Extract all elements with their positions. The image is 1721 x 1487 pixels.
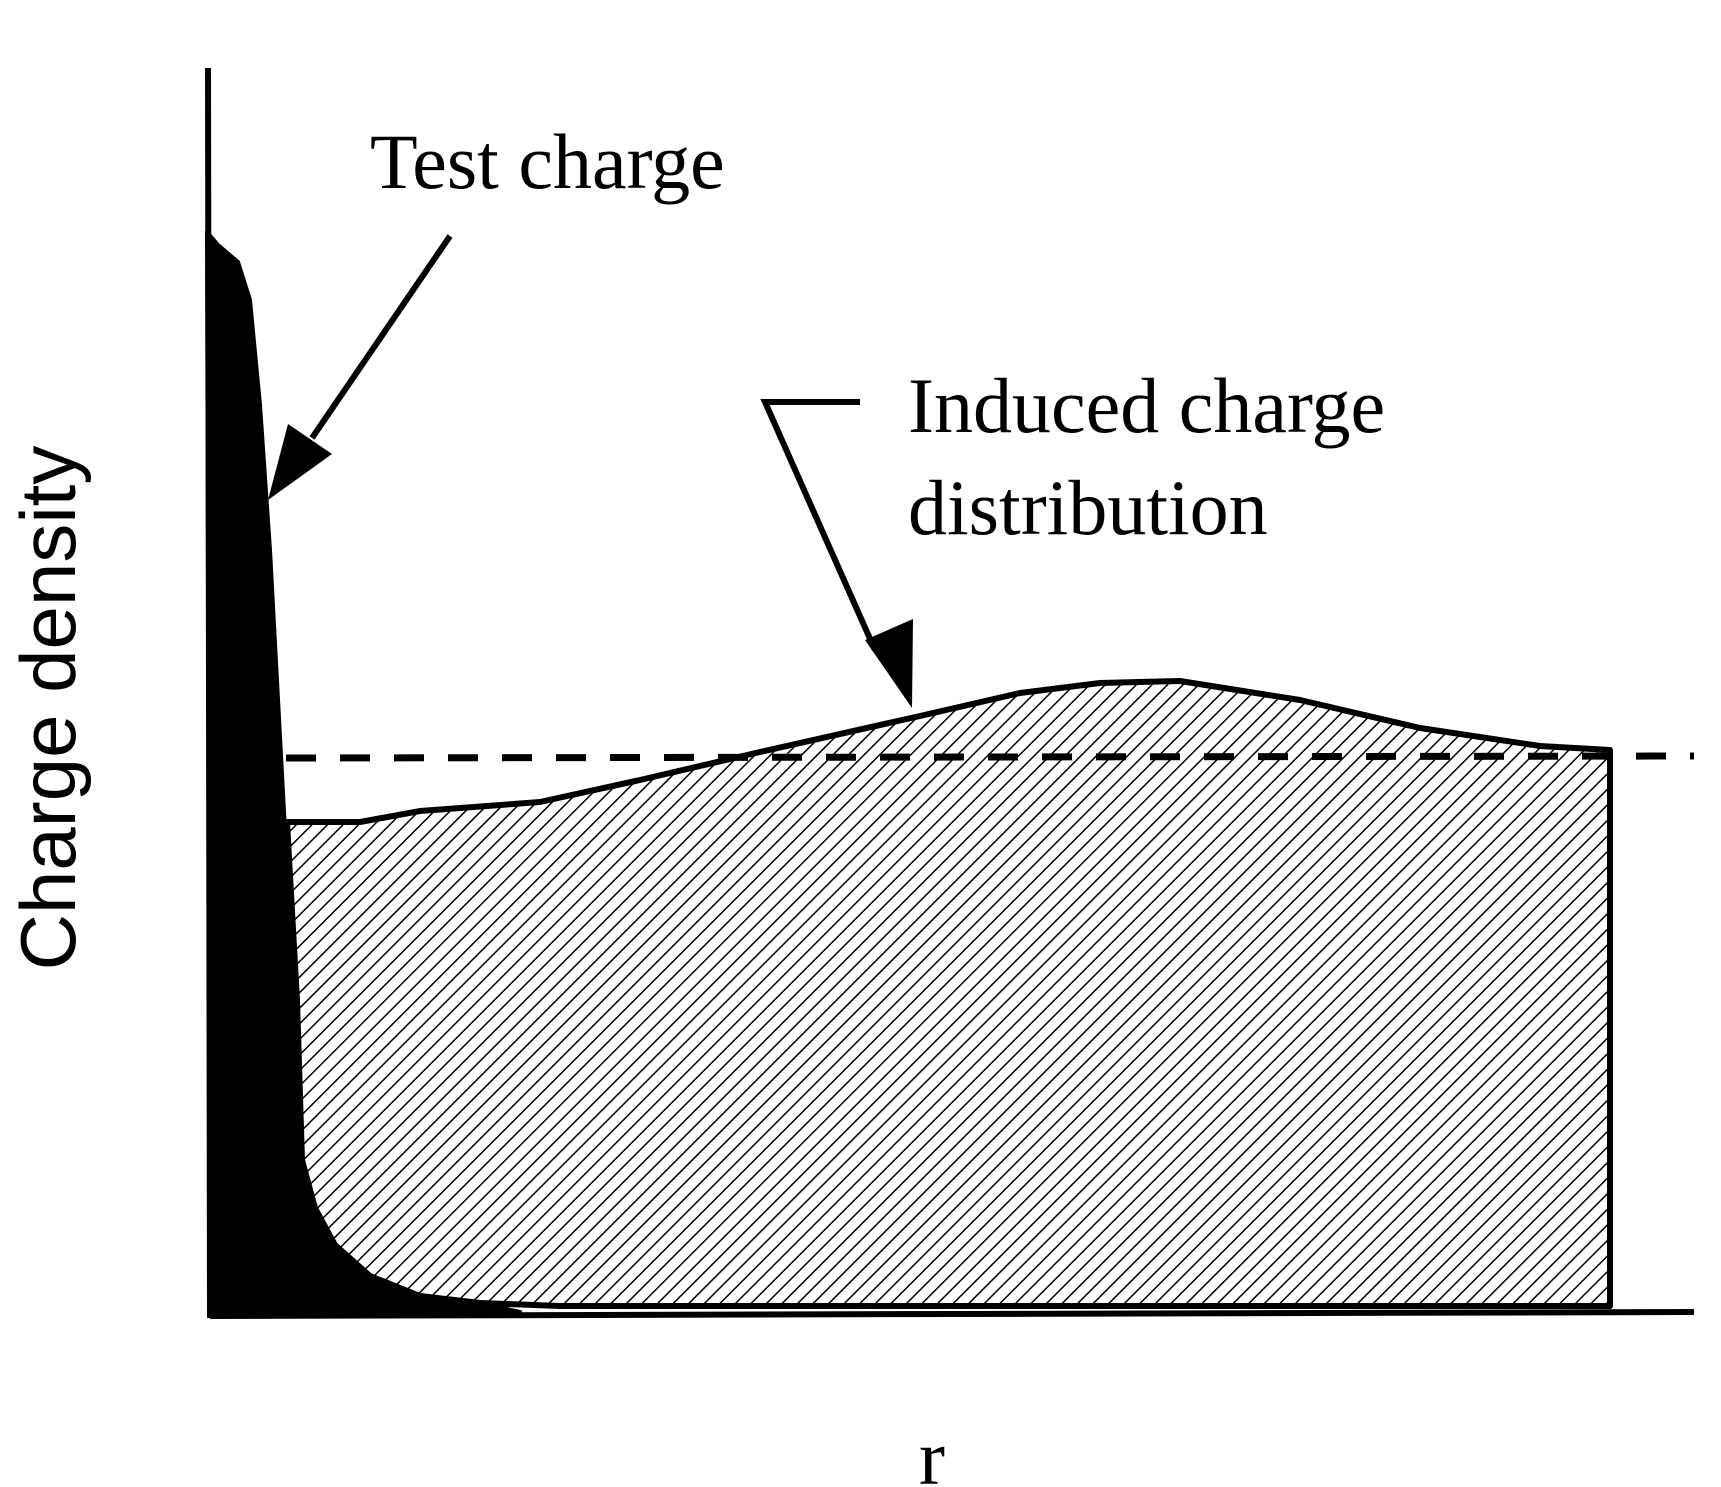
induced-charge-label-line2: distribution: [908, 464, 1268, 551]
test-charge-arrow: [268, 234, 453, 500]
y-axis-label: Charge density: [4, 446, 92, 971]
test-charge-region: [205, 230, 522, 1318]
y-axis-line: [205, 67, 213, 1319]
x-axis-label: r: [919, 1414, 945, 1487]
induced-charge-arrow: [760, 399, 913, 708]
test-charge-label: Test charge: [370, 118, 725, 205]
reference-dashed-line: [285, 752, 1695, 762]
induced-charge-region: [284, 678, 1613, 1309]
induced-charge-label-line1: Induced charge: [908, 362, 1385, 449]
x-axis-line: [209, 1309, 1695, 1319]
